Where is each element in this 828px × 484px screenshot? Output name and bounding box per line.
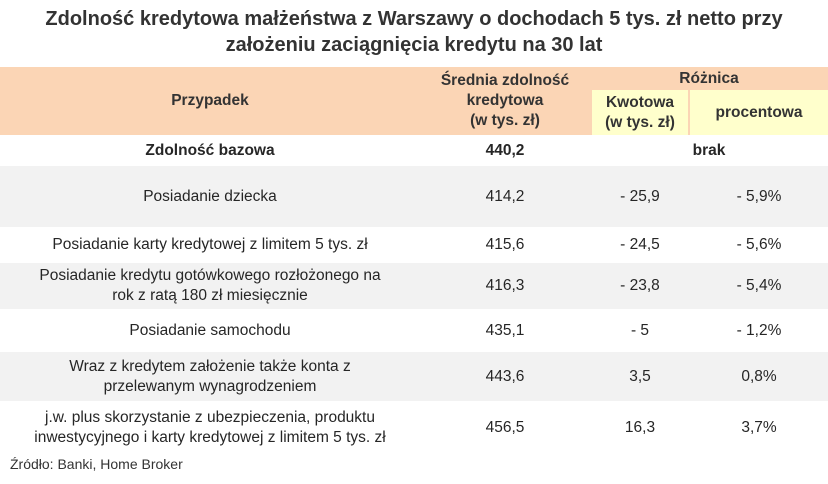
row-case-line: j.w. plus skorzystanie z ubezpieczenia, … [45,408,375,426]
title-line-1: Zdolność kredytowa małżeństwa z Warszawy… [45,8,783,30]
chart-title: Zdolność kredytowa małżeństwa z Warszawy… [0,6,828,58]
row-difference: brak [692,141,726,159]
header-subcell-amount-bg [592,90,688,135]
header-difference: Różnica [679,69,739,87]
table-row [0,352,828,401]
row-case: j.w. plus skorzystanie z ubezpieczenia, … [0,401,420,454]
header-avg-capacity-line-3: (w tys. zł) [470,112,540,129]
row-percent: 3,7% [741,418,777,436]
row-case: Wraz z kredytem założenie także konta z p… [0,352,420,401]
row-capacity: 416,3 [485,277,525,294]
header-amount-line-1: Kwotowa [605,93,675,111]
row-case-line: rok z ratą 180 zł miesięcznie [112,287,308,304]
row-amount: 3,5 [629,367,651,385]
row-case-line: Posiadanie samochodu [129,321,291,339]
row-percent: 0,8% [741,367,777,385]
row-case-line: Posiadanie karty kredytowej z limitem 5 … [52,236,368,253]
row-amount: - 25,9 [620,187,660,205]
row-case-line: Wraz z kredytem założenie także konta z [69,357,351,375]
row-capacity: 415,6 [485,236,525,253]
row-percent: - 5,4% [736,277,782,294]
source-note: Źródło: Banki, Home Broker [10,456,183,472]
row-case: Posiadanie samochodu [0,309,420,352]
header-subcell-percent-bg [690,90,828,135]
row-amount: - 5 [630,321,650,339]
header-amount-line-2: (w tys. zł) [605,113,675,131]
header-avg-capacity: Średnia zdolność kredytowa (w tys. zł) [420,67,590,135]
title-line-2: założeniu zaciągnięcia kredytu na 30 lat [225,34,603,56]
header-avg-capacity-line-1: Średnia zdolność [440,72,570,89]
table-row [0,166,828,227]
row-amount: - 23,8 [620,277,660,294]
row-case-line: Posiadanie kredytu gotówkowego rozłożone… [39,267,381,284]
header-percent: procentowa [715,103,803,121]
row-amount: 16,3 [624,418,656,436]
row-capacity: 456,5 [485,418,525,436]
row-case-line: Zdolność bazowa [145,141,275,159]
row-percent: - 5,9% [736,187,782,205]
header-amount: Kwotowa (w tys. zł) [592,90,688,135]
row-case: Posiadanie kredytu gotówkowego rozłożone… [0,263,420,309]
row-capacity: 443,6 [485,367,525,385]
row-percent: - 5,6% [736,236,782,253]
row-capacity: 435,1 [485,321,525,339]
header-case: Przypadek [171,92,249,109]
row-case: Posiadanie dziecka [0,166,420,227]
table-row [0,263,828,309]
row-case-line: Posiadanie dziecka [143,187,277,205]
header-avg-capacity-line-2: kredytowa [466,92,544,109]
row-case: Posiadanie karty kredytowej z limitem 5 … [0,227,420,263]
row-amount: - 24,5 [620,236,660,253]
row-capacity: 414,2 [485,187,525,205]
row-percent: - 1,2% [736,321,782,339]
row-case: Zdolność bazowa [0,135,420,166]
row-case-line: przelewanym wynagrodzeniem [103,377,317,395]
row-capacity: 440,2 [485,141,525,159]
row-case-line: inwestycyjnego i karty kredytowej z limi… [34,428,386,446]
